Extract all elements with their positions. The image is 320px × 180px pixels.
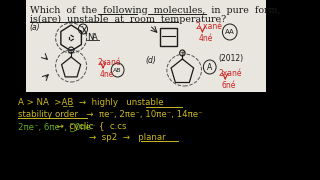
Text: stability order   →  πe⁻, 2πe⁻, 10πe⁻, 14πe⁻: stability order → πe⁻, 2πe⁻, 10πe⁻, 14πe… — [18, 110, 203, 119]
Bar — [26, 0, 266, 92]
Text: A: A — [207, 62, 212, 71]
Text: 2 xané: 2 xané — [196, 21, 222, 30]
Text: Which  of  the  following  molecules,  in  pure  form,: Which of the following molecules, in pur… — [30, 6, 281, 15]
Text: AA: AA — [225, 29, 235, 35]
Text: 6né: 6né — [221, 81, 236, 90]
Text: →  sp2  →   planar: → sp2 → planar — [89, 133, 166, 142]
Text: →  cyclic  {  c.cs: → cyclic { c.cs — [18, 122, 127, 131]
Text: 2πe⁻, 6πe⁻, ⑄0πe⁻: 2πe⁻, 6πe⁻, ⑄0πe⁻ — [18, 122, 96, 131]
Bar — [161, 28, 177, 46]
Text: (d): (d) — [146, 56, 157, 65]
Text: +: + — [180, 50, 185, 56]
Text: X: X — [80, 26, 87, 36]
Text: (2012): (2012) — [219, 53, 244, 62]
Text: 4né: 4né — [199, 34, 213, 43]
Text: −: − — [68, 46, 74, 55]
Text: 2xané: 2xané — [219, 69, 242, 78]
Text: 2xané: 2xané — [98, 57, 121, 66]
Text: is(are)  unstable  at  room  temperature?: is(are) unstable at room temperature? — [30, 15, 226, 24]
Text: A > NA  >A̲̲B̲  →  highly   unstable: A > NA >A̲̲B̲ → highly unstable — [18, 98, 164, 107]
Text: (a): (a) — [29, 23, 40, 32]
Text: A: A — [92, 33, 98, 42]
Text: AB: AB — [113, 68, 122, 73]
Text: 4né: 4né — [100, 70, 114, 79]
Text: N: N — [87, 33, 93, 42]
